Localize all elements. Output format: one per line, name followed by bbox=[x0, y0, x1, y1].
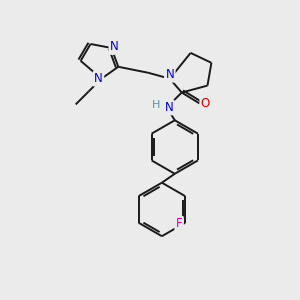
Text: H: H bbox=[152, 100, 160, 110]
Text: N: N bbox=[110, 40, 119, 53]
Text: F: F bbox=[176, 217, 182, 230]
Text: N: N bbox=[94, 72, 103, 85]
Text: N: N bbox=[164, 101, 173, 114]
Text: O: O bbox=[201, 97, 210, 110]
Text: N: N bbox=[165, 68, 174, 81]
